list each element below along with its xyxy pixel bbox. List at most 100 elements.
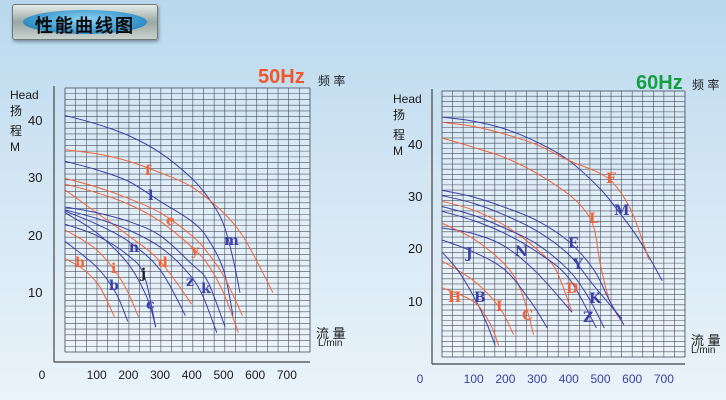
curve-label-m: m [224, 233, 239, 249]
x-tick-label: 200 [495, 372, 516, 386]
curve-label-k: k [201, 281, 211, 297]
curve-label-N: N [515, 244, 528, 260]
curve-label-I: I [496, 299, 503, 315]
curve-label-j: j [141, 266, 147, 282]
curve-label-c: c [146, 297, 155, 313]
title-banner: 性能曲线图 [12, 4, 158, 40]
y-tick-label: 40 [408, 136, 423, 152]
y-tick-label: 40 [28, 113, 43, 129]
curve-label-n: n [129, 240, 140, 256]
curve-n [64, 210, 186, 316]
frequency-label: 60Hz [636, 72, 683, 94]
x-tick-label: 600 [245, 368, 266, 382]
x-tick-label: 0 [416, 372, 424, 386]
x-axis-label-cn: 流 量 [691, 333, 721, 348]
y-axis-unit: M [10, 140, 20, 154]
banner-oval [23, 10, 147, 34]
curve-label-d: d [158, 255, 168, 271]
curve-Z [441, 210, 597, 329]
y-axis-label-en: Head [10, 88, 39, 102]
curve-label-K: K [589, 291, 602, 307]
y-tick-label: 10 [28, 284, 43, 300]
curve-label-l: l [148, 188, 154, 204]
curve-F [441, 121, 650, 261]
y-axis-label-cn: 程 [10, 124, 23, 138]
curve-label-i: i [111, 261, 117, 277]
curve-label-b: b [109, 278, 119, 294]
x-tick-label: 500 [213, 368, 234, 382]
y-tick-label: 10 [408, 293, 423, 309]
curve-K [441, 206, 605, 329]
curve-l [64, 160, 234, 316]
curve-d [64, 189, 193, 305]
x-tick-label: 700 [653, 372, 674, 386]
x-tick-label: 100 [86, 368, 107, 382]
y-tick-label: 30 [28, 170, 43, 186]
curve-e [64, 177, 243, 316]
y-axis-label-cn: 扬 [393, 108, 406, 122]
y-tick-label: 30 [408, 189, 423, 205]
chart-50Hz [53, 86, 311, 363]
curve-b [64, 240, 129, 322]
frequency-caption: 频 率 [318, 74, 346, 88]
curve-label-J: J [466, 246, 473, 262]
curve-Y [441, 195, 623, 320]
grid [441, 90, 686, 358]
x-tick-label: 0 [38, 368, 46, 382]
x-axis-unit: L/min [318, 338, 343, 349]
curve-label-E: E [568, 236, 579, 252]
y-axis-label-cn: 扬 [10, 104, 23, 118]
y-tick-label: 20 [28, 227, 43, 243]
curve-H [441, 287, 500, 346]
curve-L [441, 137, 625, 325]
curve-h [64, 258, 115, 318]
grid-frame [441, 90, 686, 358]
curve-label-y: y [191, 243, 200, 259]
x-tick-label: 100 [463, 372, 484, 386]
curve-label-H: H [448, 290, 462, 306]
grid [64, 87, 311, 353]
y-axis-label-cn: 程 [393, 128, 406, 142]
chart-60Hz [431, 89, 686, 365]
curve-label-Y: Y [573, 257, 583, 273]
curve-f [64, 149, 274, 294]
curve-label-h: h [75, 255, 86, 271]
x-tick-label: 200 [118, 368, 139, 382]
curve-B [441, 251, 496, 346]
x-tick-label: 700 [276, 368, 297, 382]
x-tick-label: 300 [150, 368, 171, 382]
page-title: 性能曲线图 [35, 16, 135, 37]
curve-label-M: M [614, 203, 630, 219]
curve-label-e: e [166, 213, 175, 229]
curve-m [64, 114, 241, 293]
frequency-label: 50Hz [258, 66, 305, 88]
curve-c [64, 212, 157, 328]
curve-label-B: B [474, 290, 486, 306]
curve-E [441, 189, 625, 325]
x-tick-label: 300 [527, 372, 548, 386]
curve-y [64, 183, 239, 334]
curve-label-D: D [566, 281, 579, 297]
x-axis-unit: L/min [691, 345, 716, 356]
curve-label-F: F [606, 171, 616, 187]
x-tick-label: 500 [590, 372, 611, 386]
y-axis-unit: M [393, 144, 403, 158]
frequency-caption: 频 率 [692, 78, 720, 92]
x-axis-label-cn: 流 量 [316, 326, 346, 341]
curve-k [64, 206, 226, 328]
curve-j [64, 223, 157, 328]
curve-label-f: f [145, 163, 152, 179]
x-tick-label: 600 [622, 372, 643, 386]
x-tick-label: 400 [181, 368, 202, 382]
curve-z [64, 209, 218, 334]
curve-i [64, 229, 139, 318]
curve-D [441, 200, 573, 313]
curve-N [441, 227, 573, 313]
curve-I [441, 260, 515, 335]
y-axis-label-en: Head [393, 92, 422, 106]
curve-label-z: z [186, 274, 194, 290]
curve-label-Z: Z [583, 310, 594, 326]
curve-J [441, 239, 548, 329]
curve-label-C: C [522, 308, 534, 324]
